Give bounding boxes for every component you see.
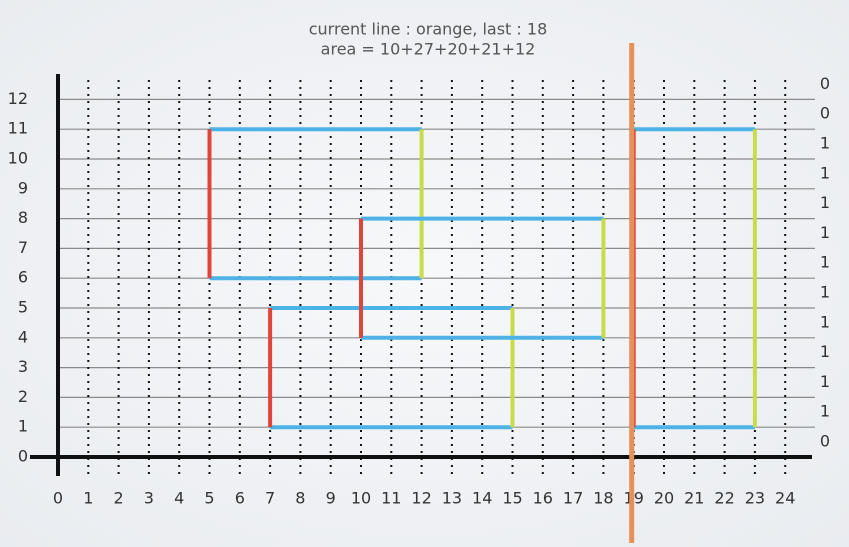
count-label: 1 <box>820 223 830 242</box>
y-tick-label: 6 <box>18 268 28 287</box>
count-label: 1 <box>820 372 830 391</box>
x-tick-label: 10 <box>351 489 371 508</box>
x-tick-label: 18 <box>593 489 613 508</box>
y-tick-label: 5 <box>18 298 28 317</box>
y-tick-label: 8 <box>18 208 28 227</box>
count-label: 0 <box>820 432 830 451</box>
count-label: 0 <box>820 104 830 123</box>
x-tick-label: 9 <box>326 489 336 508</box>
count-label: 1 <box>820 312 830 331</box>
count-label: 1 <box>820 163 830 182</box>
x-tick-label: 11 <box>381 489 401 508</box>
x-tick-label: 8 <box>295 489 305 508</box>
count-label: 1 <box>820 253 830 272</box>
x-tick-label: 5 <box>204 489 214 508</box>
y-tick-label: 1 <box>18 417 28 436</box>
count-label: 1 <box>820 342 830 361</box>
x-tick-label: 0 <box>53 489 63 508</box>
count-label: 1 <box>820 283 830 302</box>
x-tick-label: 2 <box>114 489 124 508</box>
count-label: 0 <box>820 74 830 93</box>
x-tick-label: 4 <box>174 489 184 508</box>
subtitle: area = 10+27+20+21+12 <box>321 40 536 59</box>
x-tick-label: 16 <box>533 489 553 508</box>
x-tick-label: 15 <box>502 489 522 508</box>
x-tick-label: 23 <box>745 489 765 508</box>
y-tick-label: 3 <box>18 357 28 376</box>
count-label: 1 <box>820 134 830 153</box>
title: current line : orange, last : 18 <box>309 20 548 39</box>
x-tick-label: 7 <box>265 489 275 508</box>
y-tick-label: 9 <box>18 178 28 197</box>
count-label: 1 <box>820 193 830 212</box>
x-tick-label: 14 <box>472 489 492 508</box>
y-tick-label: 11 <box>8 119 28 138</box>
y-tick-label: 12 <box>8 89 28 108</box>
y-tick-label: 7 <box>18 238 28 257</box>
y-tick-label: 2 <box>18 387 28 406</box>
x-tick-label: 20 <box>654 489 674 508</box>
x-tick-label: 6 <box>235 489 245 508</box>
x-tick-label: 1 <box>83 489 93 508</box>
y-tick-label: 4 <box>18 327 28 346</box>
x-tick-label: 12 <box>411 489 431 508</box>
x-tick-label: 24 <box>775 489 795 508</box>
x-tick-label: 13 <box>442 489 462 508</box>
count-label: 1 <box>820 402 830 421</box>
y-tick-label: 10 <box>8 149 28 168</box>
x-tick-label: 22 <box>714 489 734 508</box>
x-tick-label: 3 <box>144 489 154 508</box>
y-tick-label: 0 <box>18 447 28 466</box>
x-tick-label: 21 <box>684 489 704 508</box>
x-tick-label: 17 <box>563 489 583 508</box>
